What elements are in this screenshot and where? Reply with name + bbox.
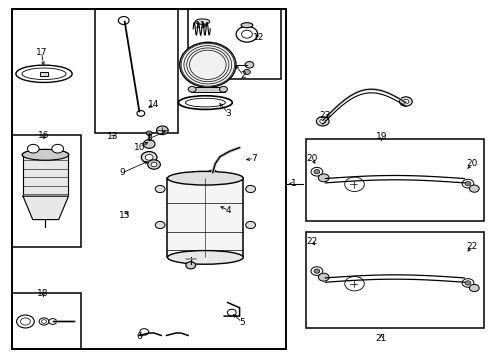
Circle shape (155, 221, 164, 229)
Circle shape (27, 144, 39, 153)
Text: 4: 4 (225, 206, 231, 215)
Circle shape (245, 185, 255, 193)
Text: 10: 10 (133, 143, 145, 152)
Text: 17: 17 (36, 48, 47, 57)
Circle shape (188, 86, 196, 92)
Bar (23, 155, 68, 196)
Circle shape (147, 160, 160, 169)
Ellipse shape (179, 42, 236, 87)
Circle shape (399, 97, 411, 106)
Bar (188, 9, 281, 79)
Circle shape (244, 62, 253, 68)
Circle shape (461, 279, 473, 287)
Text: 1: 1 (290, 179, 296, 188)
Text: 7: 7 (251, 154, 257, 163)
Circle shape (49, 319, 57, 324)
Circle shape (464, 181, 470, 186)
Bar (305, 139, 483, 221)
Text: 20: 20 (465, 159, 477, 168)
Circle shape (155, 185, 164, 193)
Bar (40, 72, 48, 76)
Circle shape (146, 131, 152, 135)
Circle shape (227, 309, 236, 316)
Ellipse shape (167, 171, 243, 185)
Circle shape (137, 111, 144, 116)
Text: 21: 21 (375, 334, 386, 343)
Circle shape (243, 69, 250, 75)
Circle shape (468, 284, 478, 292)
Circle shape (319, 119, 325, 123)
Text: 12: 12 (252, 33, 264, 42)
Bar (12, 9, 285, 349)
Circle shape (402, 99, 408, 104)
Circle shape (316, 117, 328, 126)
Circle shape (52, 144, 63, 153)
Text: 5: 5 (239, 318, 244, 327)
Circle shape (313, 269, 319, 273)
Text: 14: 14 (148, 100, 160, 109)
Circle shape (310, 167, 322, 176)
Circle shape (185, 262, 195, 269)
Bar (305, 232, 483, 328)
Text: 15: 15 (119, 211, 130, 220)
Circle shape (41, 320, 46, 323)
Circle shape (145, 154, 153, 160)
Circle shape (219, 86, 227, 92)
Text: 23: 23 (319, 111, 330, 120)
Bar (95, 9, 178, 133)
Circle shape (156, 126, 168, 135)
Circle shape (151, 162, 157, 167)
Text: 22: 22 (305, 237, 317, 246)
Circle shape (468, 185, 478, 192)
Bar (12, 135, 81, 247)
Text: 3: 3 (225, 109, 231, 118)
Ellipse shape (241, 23, 252, 28)
Bar (167, 178, 243, 257)
Circle shape (20, 318, 30, 325)
Text: 18: 18 (37, 289, 49, 298)
Bar (190, 87, 224, 92)
Circle shape (241, 30, 252, 38)
Circle shape (318, 174, 328, 182)
Circle shape (318, 273, 328, 281)
Bar (12, 293, 81, 349)
Circle shape (118, 17, 129, 24)
Circle shape (143, 140, 155, 148)
Text: 16: 16 (38, 130, 50, 139)
Ellipse shape (195, 19, 209, 24)
Ellipse shape (167, 251, 243, 264)
Circle shape (310, 267, 322, 275)
Ellipse shape (22, 68, 66, 80)
Text: 6: 6 (136, 332, 142, 341)
Text: 8: 8 (146, 134, 152, 143)
Circle shape (141, 152, 157, 163)
Circle shape (236, 26, 257, 42)
Ellipse shape (22, 149, 68, 160)
Text: 9: 9 (119, 168, 125, 177)
Circle shape (461, 179, 473, 188)
Text: 13: 13 (106, 132, 118, 141)
Circle shape (464, 281, 470, 285)
Text: 11: 11 (194, 21, 206, 30)
Circle shape (39, 318, 49, 325)
Ellipse shape (22, 149, 68, 160)
Circle shape (207, 170, 217, 177)
Text: 20: 20 (305, 154, 317, 163)
Circle shape (313, 170, 319, 174)
Circle shape (245, 221, 255, 229)
Polygon shape (23, 196, 68, 220)
Text: 22: 22 (465, 242, 477, 251)
Ellipse shape (185, 98, 225, 107)
Circle shape (17, 315, 34, 328)
Text: 19: 19 (375, 132, 386, 141)
Circle shape (140, 329, 148, 335)
Text: 2: 2 (240, 71, 246, 80)
